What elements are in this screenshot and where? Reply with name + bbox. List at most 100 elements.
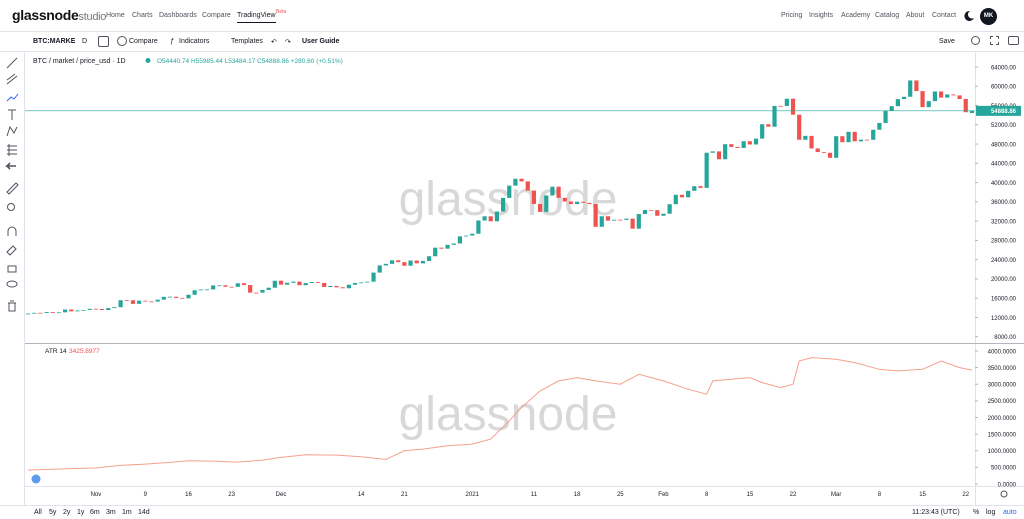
compare-icon[interactable] bbox=[117, 36, 127, 46]
toolbar-button[interactable]: Templates bbox=[231, 38, 263, 45]
candle bbox=[667, 204, 672, 214]
toolbar-button[interactable]: Compare bbox=[129, 38, 158, 45]
path-tool[interactable] bbox=[6, 93, 19, 102]
range-button[interactable]: 5y bbox=[49, 509, 57, 516]
nav-link[interactable]: Insights bbox=[809, 12, 834, 19]
candle bbox=[87, 308, 92, 310]
nav-link[interactable]: Pricing bbox=[781, 12, 803, 19]
nav-link[interactable]: Compare bbox=[202, 12, 231, 19]
magnet-tool[interactable] bbox=[7, 226, 17, 236]
candle bbox=[698, 186, 703, 188]
candle bbox=[488, 216, 493, 222]
candle bbox=[858, 139, 863, 142]
range-button[interactable]: 6m bbox=[90, 509, 100, 516]
candle bbox=[815, 148, 820, 153]
nav-link[interactable]: Charts bbox=[132, 12, 153, 19]
candle bbox=[951, 94, 956, 96]
candle bbox=[112, 307, 117, 309]
range-button[interactable]: 14d bbox=[138, 509, 150, 516]
y-tick-label: 3000.0000 bbox=[988, 383, 1017, 389]
candle bbox=[352, 282, 358, 285]
candle bbox=[753, 138, 759, 145]
candle bbox=[63, 309, 68, 313]
candle bbox=[69, 309, 74, 312]
candle bbox=[766, 124, 771, 127]
last-price-box bbox=[976, 105, 1021, 116]
range-button[interactable]: 1m bbox=[122, 509, 132, 516]
candle bbox=[562, 197, 567, 202]
user-guide[interactable]: User Guide bbox=[302, 38, 340, 45]
snapshot-button[interactable] bbox=[1008, 36, 1019, 45]
data-icon[interactable] bbox=[31, 474, 41, 484]
nav-link[interactable]: Contact bbox=[932, 12, 957, 19]
candle bbox=[106, 308, 111, 311]
top-nav: glassnodestudio Home Charts Dashboards C… bbox=[0, 0, 1024, 32]
nav-link-active[interactable]: TradingView bbox=[237, 12, 276, 23]
settings-button[interactable] bbox=[971, 36, 980, 45]
logo[interactable]: glassnodestudio bbox=[12, 7, 106, 23]
indicators-icon[interactable]: ƒ bbox=[170, 38, 174, 45]
range-button[interactable]: 2y bbox=[63, 509, 71, 516]
trash-tool[interactable] bbox=[8, 300, 16, 312]
candle bbox=[821, 152, 826, 153]
nav-link[interactable]: Home bbox=[106, 12, 125, 19]
candle bbox=[778, 105, 783, 107]
nav-link[interactable]: Catalog bbox=[875, 12, 900, 19]
candle bbox=[883, 110, 888, 123]
candle bbox=[396, 260, 401, 263]
range-button[interactable]: 3m bbox=[106, 509, 116, 516]
y-tick-label: 20000.00 bbox=[991, 277, 1017, 283]
pattern-tool[interactable] bbox=[6, 125, 18, 137]
candle bbox=[550, 186, 555, 196]
fullscreen-button[interactable] bbox=[990, 36, 999, 45]
candle bbox=[618, 219, 623, 221]
log-toggle[interactable]: log bbox=[986, 509, 996, 516]
candle bbox=[285, 282, 290, 285]
nav-link[interactable]: Academy bbox=[841, 12, 871, 19]
candle bbox=[44, 312, 49, 313]
settings-icon[interactable] bbox=[1000, 490, 1008, 498]
fib-tool[interactable] bbox=[6, 73, 18, 85]
eye-tool[interactable] bbox=[6, 280, 18, 288]
nav-link[interactable]: Dashboards bbox=[159, 12, 197, 19]
candle bbox=[593, 204, 598, 227]
percent-toggle[interactable]: % bbox=[973, 509, 980, 516]
y-tick-label: 32000.00 bbox=[991, 219, 1017, 225]
y-tick-label: 12000.00 bbox=[991, 316, 1017, 322]
range-button[interactable]: All bbox=[34, 509, 42, 516]
forecast-tool[interactable] bbox=[7, 144, 17, 156]
y-tick-label: 16000.00 bbox=[991, 296, 1017, 302]
range-button[interactable]: 1y bbox=[77, 509, 85, 516]
save-button[interactable]: Save bbox=[939, 38, 955, 45]
brush-tool[interactable] bbox=[6, 245, 17, 256]
y-tick-label: 4000.0000 bbox=[988, 349, 1017, 355]
back-tool[interactable] bbox=[5, 162, 16, 170]
candle bbox=[969, 110, 975, 114]
text-tool[interactable] bbox=[8, 109, 16, 120]
avatar[interactable]: MK bbox=[980, 8, 997, 25]
candle bbox=[587, 202, 592, 205]
candle bbox=[322, 282, 327, 288]
ruler-tool[interactable] bbox=[6, 182, 19, 195]
nav-link[interactable]: About bbox=[906, 12, 925, 19]
x-tick-label: 25 bbox=[617, 492, 624, 498]
symbol[interactable]: BTC:MARKE bbox=[33, 38, 76, 45]
toolbar-button[interactable]: Indicators bbox=[179, 38, 210, 45]
auto-toggle[interactable]: auto bbox=[1003, 509, 1017, 516]
line-tool[interactable] bbox=[6, 57, 18, 69]
candle bbox=[531, 190, 537, 204]
zoom-tool[interactable] bbox=[7, 203, 15, 211]
chart-type-button[interactable] bbox=[98, 36, 109, 47]
theme-toggle[interactable] bbox=[963, 10, 975, 22]
x-tick-label: 15 bbox=[746, 492, 753, 498]
undo-button[interactable]: ↶ bbox=[271, 39, 277, 46]
candle bbox=[248, 285, 253, 293]
lock-tool[interactable] bbox=[7, 265, 17, 273]
x-tick-label: 22 bbox=[962, 492, 969, 498]
candle bbox=[945, 94, 950, 98]
x-tick-label: 18 bbox=[574, 492, 581, 498]
redo-button[interactable]: ↷ bbox=[285, 39, 291, 46]
candle bbox=[167, 296, 173, 298]
x-tick-label: Dec bbox=[276, 492, 287, 498]
interval[interactable]: D bbox=[82, 38, 88, 45]
